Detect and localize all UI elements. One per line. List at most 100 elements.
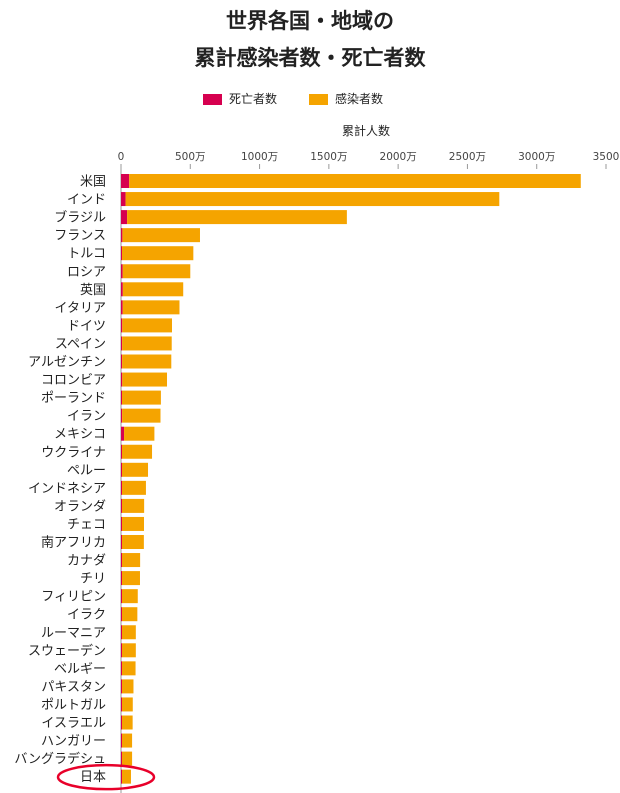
category-label: ベルギー (54, 662, 106, 677)
bar-cases (122, 462, 149, 477)
bar-cases (122, 661, 136, 676)
legend: 死亡者数 感染者数 (0, 92, 620, 108)
bar-deaths (121, 535, 122, 549)
category-label: ウクライナ (41, 445, 106, 460)
bar-deaths (121, 715, 122, 730)
bar-cases (122, 535, 144, 549)
chart-title-line-2: 累計感染者数・死亡者数 (194, 46, 426, 70)
category-label: 日本 (80, 770, 106, 785)
bar-deaths (121, 336, 123, 351)
x-tick-label: 1500万 (310, 151, 347, 163)
bar-cases (122, 571, 140, 586)
category-label: ペルー (67, 463, 106, 478)
bar-deaths (121, 408, 123, 423)
category-label: インド (67, 193, 106, 208)
bar-deaths (121, 625, 122, 640)
category-label: 南アフリカ (41, 535, 106, 551)
bar-cases (122, 354, 172, 369)
bar-cases (122, 769, 131, 784)
bar-cases (122, 372, 168, 387)
category-label: スウェーデン (28, 643, 106, 659)
category-label: メキシコ (54, 427, 106, 442)
bar-cases (124, 426, 155, 441)
bar-deaths (121, 444, 122, 459)
category-label: ブラジル (54, 210, 106, 226)
bar-deaths (121, 516, 122, 531)
category-label: スペイン (55, 337, 106, 352)
category-label: トルコ (67, 247, 106, 262)
x-tick-label: 1000万 (241, 151, 278, 163)
bar-deaths (121, 697, 122, 712)
x-tick-label: 3500 (593, 151, 620, 163)
bar-deaths (121, 480, 122, 495)
category-label: フランス (54, 229, 106, 244)
bar-deaths (121, 733, 122, 748)
bar-deaths (121, 679, 122, 694)
legend-deaths-swatch (203, 94, 222, 105)
bar-deaths (121, 210, 128, 225)
bar-cases (122, 480, 146, 495)
bar-deaths (121, 300, 123, 315)
bar-deaths (121, 751, 122, 766)
category-label: イラク (67, 608, 106, 623)
chart-title-line-1: 世界各国・地域の (226, 9, 394, 33)
bar-cases (122, 589, 138, 604)
bar-deaths (121, 318, 123, 333)
legend-cases-swatch (309, 94, 328, 105)
category-label: チリ (80, 572, 106, 587)
category-label: フィリピン (41, 590, 106, 605)
x-axis-label: 累計人数 (342, 123, 390, 138)
category-label: ロシア (67, 265, 106, 280)
bar-deaths (121, 372, 123, 387)
x-tick-label: 500万 (175, 151, 206, 163)
category-label: ポルトガル (41, 698, 106, 713)
category-label: 米国 (80, 175, 106, 190)
category-label: イタリア (55, 301, 106, 316)
legend-cases-label: 感染者数 (335, 92, 384, 106)
category-label: コロンビア (41, 373, 106, 388)
bar-cases (122, 264, 191, 279)
bar-cases (122, 516, 145, 531)
bar-cases (122, 697, 133, 712)
category-label: ルーマニア (41, 626, 106, 641)
bar-deaths (121, 462, 122, 477)
bar-cases (122, 625, 136, 640)
category-label: イスラエル (41, 716, 106, 731)
bar-cases (122, 282, 184, 297)
category-label: 英国 (80, 283, 106, 298)
bar-cases (127, 210, 347, 225)
category-label: パキスタン (41, 680, 106, 695)
bar-cases (122, 228, 200, 243)
bar-cases (122, 390, 161, 405)
category-label: ポーランド (41, 391, 106, 406)
bar-deaths (121, 553, 122, 568)
bar-cases (122, 444, 153, 459)
bar-cases (129, 174, 581, 188)
bar-cases (122, 607, 138, 622)
bar-deaths (121, 228, 123, 243)
x-tick-label: 2000万 (380, 151, 417, 163)
bar-deaths (121, 426, 125, 441)
category-label: オランダ (54, 499, 106, 514)
bar-cases (122, 715, 133, 730)
bar-deaths (121, 390, 122, 405)
bar-cases (122, 300, 180, 315)
x-tick-label: 2500万 (449, 151, 486, 163)
bar-deaths (121, 607, 122, 622)
bar-cases (122, 643, 136, 658)
category-label: インドネシア (28, 481, 106, 496)
bar-deaths (121, 589, 122, 604)
x-tick-label: 3000万 (518, 151, 555, 163)
bar-cases (122, 553, 141, 568)
bar-deaths (121, 643, 122, 658)
bar-deaths (121, 354, 123, 369)
bar-deaths (121, 661, 122, 676)
bar-cases (122, 318, 172, 333)
bar-cases (125, 192, 500, 207)
bar-deaths (121, 498, 122, 513)
legend-deaths-label: 死亡者数 (229, 92, 278, 106)
bar-cases (122, 679, 134, 694)
category-label: アルゼンチン (28, 355, 106, 370)
bar-cases (122, 751, 133, 766)
